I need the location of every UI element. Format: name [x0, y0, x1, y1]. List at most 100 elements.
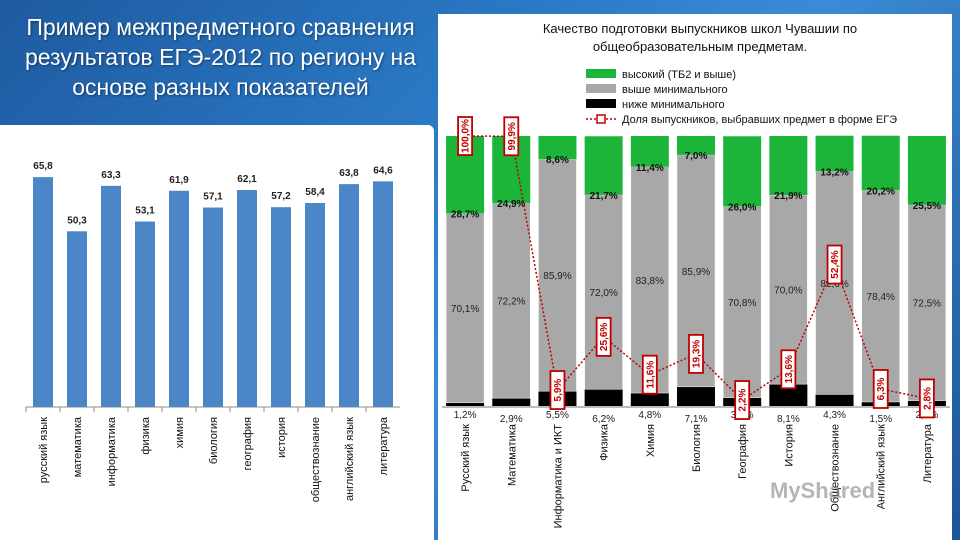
x-tick-label: математика — [72, 416, 84, 477]
x-tick-label: география — [242, 417, 254, 470]
x-tick-label: обществознание — [310, 417, 322, 502]
low-value-label: 4,8% — [638, 410, 661, 421]
low-value-label: 1,5% — [869, 414, 892, 425]
bar-segment-high — [723, 136, 762, 207]
x-tick-label: английский язык — [344, 417, 356, 501]
share-value-label: 6,3% — [876, 377, 887, 400]
mid-value-label: 85,9% — [543, 271, 571, 282]
bar-segment-high — [907, 136, 946, 205]
x-tick-label: Химия — [645, 424, 657, 457]
x-tick-label: Английский язык — [876, 424, 888, 509]
mid-value-label: 70,0% — [774, 286, 802, 297]
share-value-label: 2,8% — [922, 387, 933, 410]
bar-value-label: 62,1 — [237, 174, 257, 185]
x-tick-label: информатика — [106, 416, 118, 486]
bar-segment-mid — [907, 204, 947, 401]
high-value-label: 28,7% — [451, 209, 479, 220]
mid-value-label: 70,1% — [451, 304, 479, 315]
share-marker — [503, 116, 520, 157]
x-tick-label: География — [737, 424, 749, 479]
x-tick-label: русский язык — [38, 417, 50, 483]
x-tick-label: Русский язык — [460, 424, 472, 492]
legend-label: ниже минимального — [622, 99, 725, 111]
legend-marker — [596, 114, 606, 124]
bar — [67, 231, 87, 407]
x-tick-label: История — [783, 424, 795, 467]
legend-swatch — [586, 99, 616, 108]
mid-value-label: 78,4% — [867, 292, 895, 303]
legend-swatch — [586, 84, 616, 93]
share-value-label: 13,6% — [784, 355, 795, 383]
bar-value-label: 57,1 — [203, 192, 223, 203]
share-marker — [826, 244, 843, 285]
x-tick-label: литература — [378, 416, 390, 475]
right-chart-panel: Качество подготовки выпускников школ Чув… — [438, 14, 952, 540]
bar-segment-mid — [861, 190, 900, 403]
share-marker — [457, 116, 473, 156]
bar-segment-low — [769, 384, 808, 406]
bar-value-label: 50,3 — [67, 215, 87, 226]
bar — [101, 185, 121, 407]
x-tick-label: биология — [208, 417, 220, 464]
bar-value-label: 61,9 — [169, 175, 189, 186]
bar — [135, 221, 155, 407]
share-marker — [734, 380, 751, 420]
high-value-label: 13,2% — [820, 167, 848, 178]
share-value-label: 5,9% — [553, 379, 564, 402]
bar-segment-mid — [584, 194, 623, 390]
low-value-label: 6,2% — [592, 414, 615, 425]
high-value-label: 7,0% — [685, 151, 708, 162]
high-value-label: 21,7% — [589, 191, 617, 202]
mid-value-label: 70,8% — [728, 298, 756, 309]
bar-value-label: 57,2 — [271, 191, 291, 202]
share-value-label: 100,0% — [461, 119, 472, 153]
bar-value-label: 58,4 — [305, 187, 325, 198]
bar-segment-high — [630, 136, 669, 167]
mid-value-label: 72,5% — [913, 299, 941, 310]
low-value-label: 7,1% — [685, 414, 708, 425]
high-value-label: 20,2% — [867, 186, 895, 197]
bar — [33, 177, 53, 407]
bar-segment-mid — [722, 206, 762, 398]
bar-segment-low — [446, 402, 485, 406]
watermark-text: MyShared — [770, 478, 876, 503]
bar-segment-low — [815, 394, 854, 406]
mid-value-label: 85,9% — [682, 267, 710, 278]
share-value-label: 2,2% — [738, 389, 749, 412]
share-value-label: 11,6% — [645, 361, 656, 389]
share-value-label: 99,9% — [507, 122, 518, 150]
bar-segment-high — [584, 136, 623, 195]
high-value-label: 11,4% — [636, 163, 664, 174]
bar — [339, 184, 359, 407]
low-value-label: 2,9% — [500, 414, 523, 425]
bar-segment-low — [584, 389, 623, 406]
share-value-label: 25,6% — [599, 323, 610, 351]
bar-segment-mid — [445, 213, 485, 404]
low-value-label: 4,3% — [823, 410, 846, 421]
left-chart-panel: 65,8 русский язык 50,3 математика 63,3 информ… — [0, 125, 434, 540]
bar-segment-high — [769, 136, 808, 196]
legend-label: Доля выпускников, выбравших предмет в фо… — [622, 114, 897, 126]
x-tick-label: история — [276, 417, 288, 458]
bar-segment-mid — [492, 202, 531, 399]
bar-segment-low — [492, 398, 531, 406]
bar — [373, 181, 393, 407]
chart-title-line-2: общеобразовательным предметам. — [593, 39, 807, 54]
bar-segment-high — [677, 136, 715, 155]
share-value-label: 52,4% — [830, 250, 841, 278]
x-tick-label: Физика — [599, 423, 611, 461]
bar — [271, 207, 291, 407]
bar — [305, 202, 325, 407]
average-score-chart: 65,8 русский язык 50,3 математика 63,3 информ… — [25, 161, 400, 502]
high-value-label: 21,9% — [774, 191, 802, 202]
slide-title: Пример межпредметного сравнения результа… — [24, 14, 417, 100]
legend-swatch — [586, 69, 616, 78]
x-tick-label: химия — [174, 417, 186, 448]
bar-value-label: 63,3 — [101, 170, 121, 181]
high-value-label: 8,6% — [546, 155, 569, 166]
x-tick-label: Обществознание — [830, 424, 842, 512]
share-marker — [641, 354, 658, 395]
bar-value-label: 65,8 — [33, 161, 53, 172]
bar-value-label: 53,1 — [135, 206, 155, 217]
x-tick-label: Литература — [922, 423, 934, 483]
